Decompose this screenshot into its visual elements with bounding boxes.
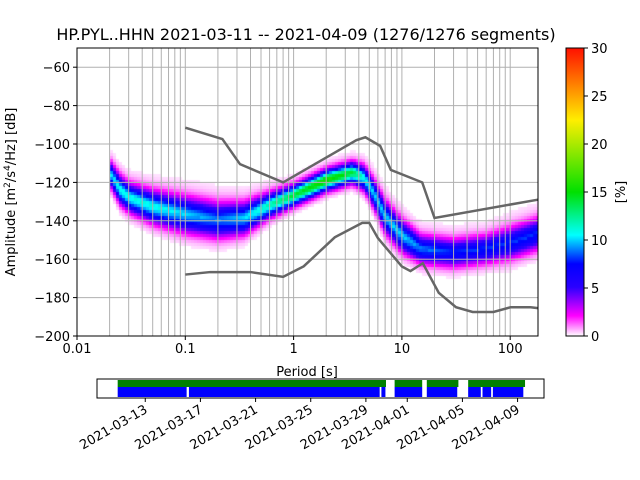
y-tick-label: −160 <box>34 253 70 268</box>
used-data-bar <box>468 387 481 397</box>
plot-frame <box>76 47 539 337</box>
y-tick-label: −180 <box>34 292 70 307</box>
x-tick-label: 100 <box>498 342 523 357</box>
used-data-bar <box>492 387 524 397</box>
nhnm-curve <box>184 126 539 220</box>
x-tick-label: 10 <box>394 342 411 357</box>
y-tick-label: −120 <box>34 176 70 191</box>
y-axis-ticks: −60 −80 −100 −120 −140 −160 −180 −200 <box>34 61 77 345</box>
grid <box>77 48 538 336</box>
available-data-bar <box>394 380 423 387</box>
colorbar-tick-label: 20 <box>591 138 608 153</box>
available-data-bar <box>468 380 526 387</box>
y-axis-label: Amplitude [m2/s4/Hz] [dB] <box>3 108 19 277</box>
colorbar-ticks: 0 5 10 15 20 25 30 <box>584 42 608 345</box>
colorbar-tick-label: 0 <box>591 330 599 345</box>
timeline-frame <box>96 378 545 399</box>
used-data-bar <box>117 387 187 397</box>
nlnm-curve <box>185 221 539 314</box>
colorbar-tick-label: 25 <box>591 90 608 105</box>
x-axis-label: Period [s] <box>276 365 338 380</box>
colorbar-tick-label: 15 <box>591 186 608 201</box>
colorbar <box>565 47 585 337</box>
data-coverage-timeline <box>117 380 526 397</box>
y-tick-label: −80 <box>43 100 70 115</box>
colorbar-tick-label: 5 <box>591 282 599 297</box>
colorbar-label: [%] <box>614 181 629 204</box>
x-axis-ticks: 0.01 0.1 1 10 100 <box>63 336 523 357</box>
colorbar-tick-label: 10 <box>591 234 608 249</box>
used-data-bar <box>381 387 386 397</box>
timeline-ticks: 2021-03-132021-03-172021-03-212021-03-25… <box>77 398 523 453</box>
y-tick-label: −140 <box>34 215 70 230</box>
y-tick-label: −60 <box>43 61 70 76</box>
x-tick-label: 1 <box>289 342 297 357</box>
x-tick-label: 0.1 <box>175 342 196 357</box>
used-data-bar <box>394 387 423 397</box>
y-tick-label: −200 <box>34 330 70 345</box>
used-data-bar <box>482 387 492 397</box>
used-data-bar <box>188 387 380 397</box>
chart-title: HP.PYL..HHN 2021-03-11 -- 2021-04-09 (12… <box>56 25 555 44</box>
used-data-bar <box>426 387 458 397</box>
y-tick-label: −100 <box>34 138 70 153</box>
x-tick-label: 0.01 <box>63 342 92 357</box>
available-data-bar <box>117 380 386 387</box>
available-data-bar <box>426 380 459 387</box>
colorbar-tick-label: 30 <box>591 42 608 57</box>
ppsd-heatmap <box>77 48 538 336</box>
noise-models <box>184 126 539 314</box>
